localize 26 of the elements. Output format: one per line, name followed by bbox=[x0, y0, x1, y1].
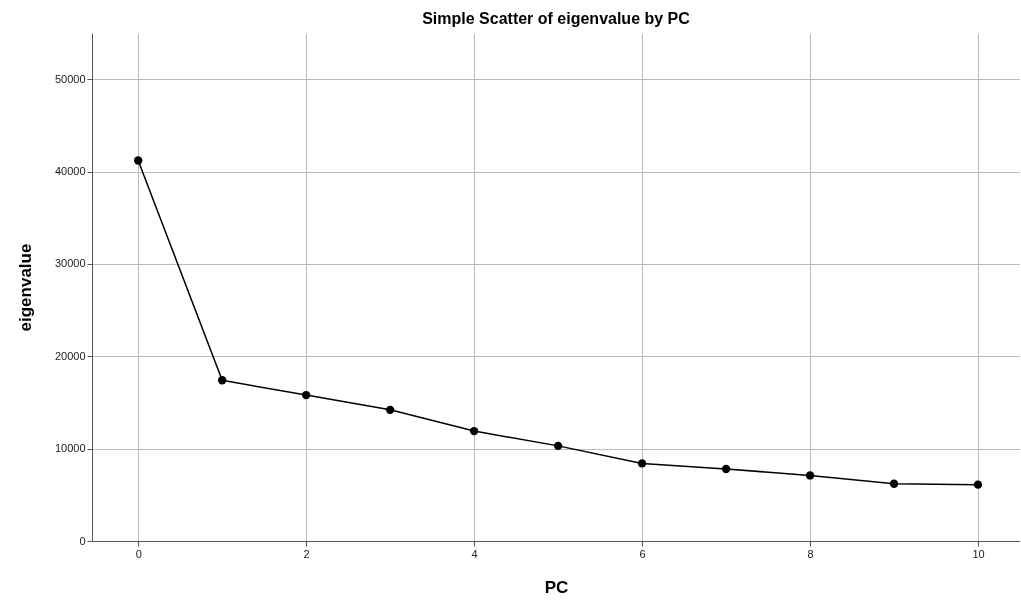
y-tick-label: 0 bbox=[79, 534, 86, 547]
x-tick-label: 2 bbox=[303, 547, 310, 560]
y-tick-label: 40000 bbox=[54, 165, 86, 178]
x-tick-label: 10 bbox=[972, 547, 985, 560]
y-axis-title: eigenvalue bbox=[15, 243, 35, 332]
point bbox=[553, 441, 563, 451]
point bbox=[889, 479, 899, 488]
x-axis-title: PC bbox=[544, 577, 569, 597]
point bbox=[973, 480, 983, 489]
y-tick-label: 30000 bbox=[54, 257, 86, 270]
x-tick-label: 8 bbox=[807, 547, 814, 560]
point bbox=[134, 156, 143, 165]
x-tick-label: 6 bbox=[639, 547, 646, 560]
point bbox=[217, 376, 227, 385]
point bbox=[805, 471, 815, 480]
y-tick-label: 20000 bbox=[54, 349, 86, 362]
point bbox=[637, 459, 647, 468]
y-tick-label: 50000 bbox=[54, 72, 86, 85]
point bbox=[385, 405, 395, 415]
point bbox=[469, 426, 479, 436]
point bbox=[301, 390, 311, 400]
x-tick-label: 0 bbox=[135, 547, 142, 560]
chart-title: Simple Scatter of eigenvalue by PC bbox=[422, 10, 691, 27]
point bbox=[721, 464, 731, 474]
y-tick-label: 10000 bbox=[54, 442, 86, 455]
x-tick-label: 4 bbox=[471, 547, 478, 560]
